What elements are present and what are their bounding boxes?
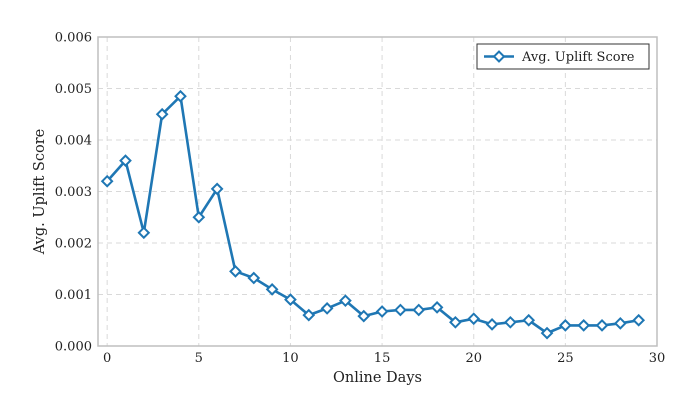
data-point-marker bbox=[375, 305, 389, 318]
data-point-marker bbox=[284, 293, 297, 307]
data-point-marker bbox=[339, 294, 352, 308]
data-point-marker bbox=[265, 282, 279, 296]
data-point-marker bbox=[412, 303, 426, 317]
data-point-marker bbox=[522, 313, 536, 327]
data-point-marker bbox=[577, 319, 591, 332]
y-tick-label: 0.002 bbox=[55, 237, 92, 252]
legend-entry-label: Avg. Uplift Score bbox=[521, 50, 635, 65]
data-point-marker bbox=[210, 182, 224, 196]
data-point-marker bbox=[449, 315, 462, 329]
legend-diamond-marker bbox=[492, 50, 506, 63]
data-point-marker bbox=[320, 302, 334, 315]
data-point-marker bbox=[357, 309, 371, 323]
y-tick-label: 0.005 bbox=[55, 82, 92, 97]
data-point-marker bbox=[558, 319, 572, 332]
x-axis-ticks: 0 5 10 15 20 25 30 bbox=[103, 351, 665, 366]
data-point-marker bbox=[467, 312, 481, 326]
data-point-marker bbox=[394, 303, 407, 317]
y-axis-ticks: 0.000 0.001 0.002 0.003 0.004 0.005 0.006 bbox=[55, 31, 92, 355]
data-point-marker bbox=[613, 316, 627, 330]
data-point-marker bbox=[119, 154, 132, 167]
x-tick-label: 15 bbox=[374, 351, 391, 366]
data-point-marker bbox=[485, 318, 499, 331]
x-tick-label: 10 bbox=[282, 351, 299, 366]
data-point-marker bbox=[302, 308, 316, 322]
data-point-marker bbox=[430, 301, 444, 314]
x-tick-label: 0 bbox=[103, 351, 111, 366]
data-point-marker bbox=[595, 319, 609, 332]
legend: Avg. Uplift Score bbox=[476, 43, 650, 70]
x-tick-label: 5 bbox=[195, 351, 203, 366]
data-point-marker bbox=[504, 315, 517, 329]
data-point-marker bbox=[155, 107, 169, 121]
x-axis-label: Online Days bbox=[333, 370, 422, 386]
y-tick-label: 0.003 bbox=[55, 185, 92, 200]
x-tick-label: 25 bbox=[557, 351, 574, 366]
x-tick-label: 20 bbox=[465, 351, 482, 366]
series-layer bbox=[100, 89, 646, 340]
data-point-marker bbox=[229, 264, 242, 278]
y-tick-label: 0.004 bbox=[55, 134, 92, 149]
x-tick-label: 30 bbox=[649, 351, 666, 366]
grid bbox=[98, 36, 658, 347]
y-tick-label: 0.000 bbox=[55, 340, 92, 355]
data-point-marker bbox=[192, 210, 206, 224]
data-point-marker bbox=[540, 326, 554, 340]
data-point-marker bbox=[632, 313, 646, 327]
data-point-marker bbox=[137, 226, 151, 240]
y-tick-label: 0.001 bbox=[55, 288, 92, 303]
y-axis-label: Avg. Uplift Score bbox=[32, 129, 48, 255]
y-tick-label: 0.006 bbox=[55, 31, 92, 46]
series-line bbox=[105, 94, 640, 335]
data-point-marker bbox=[100, 174, 114, 188]
data-point-marker bbox=[174, 89, 187, 103]
plot-frame bbox=[97, 36, 658, 347]
data-point-marker bbox=[247, 271, 261, 285]
